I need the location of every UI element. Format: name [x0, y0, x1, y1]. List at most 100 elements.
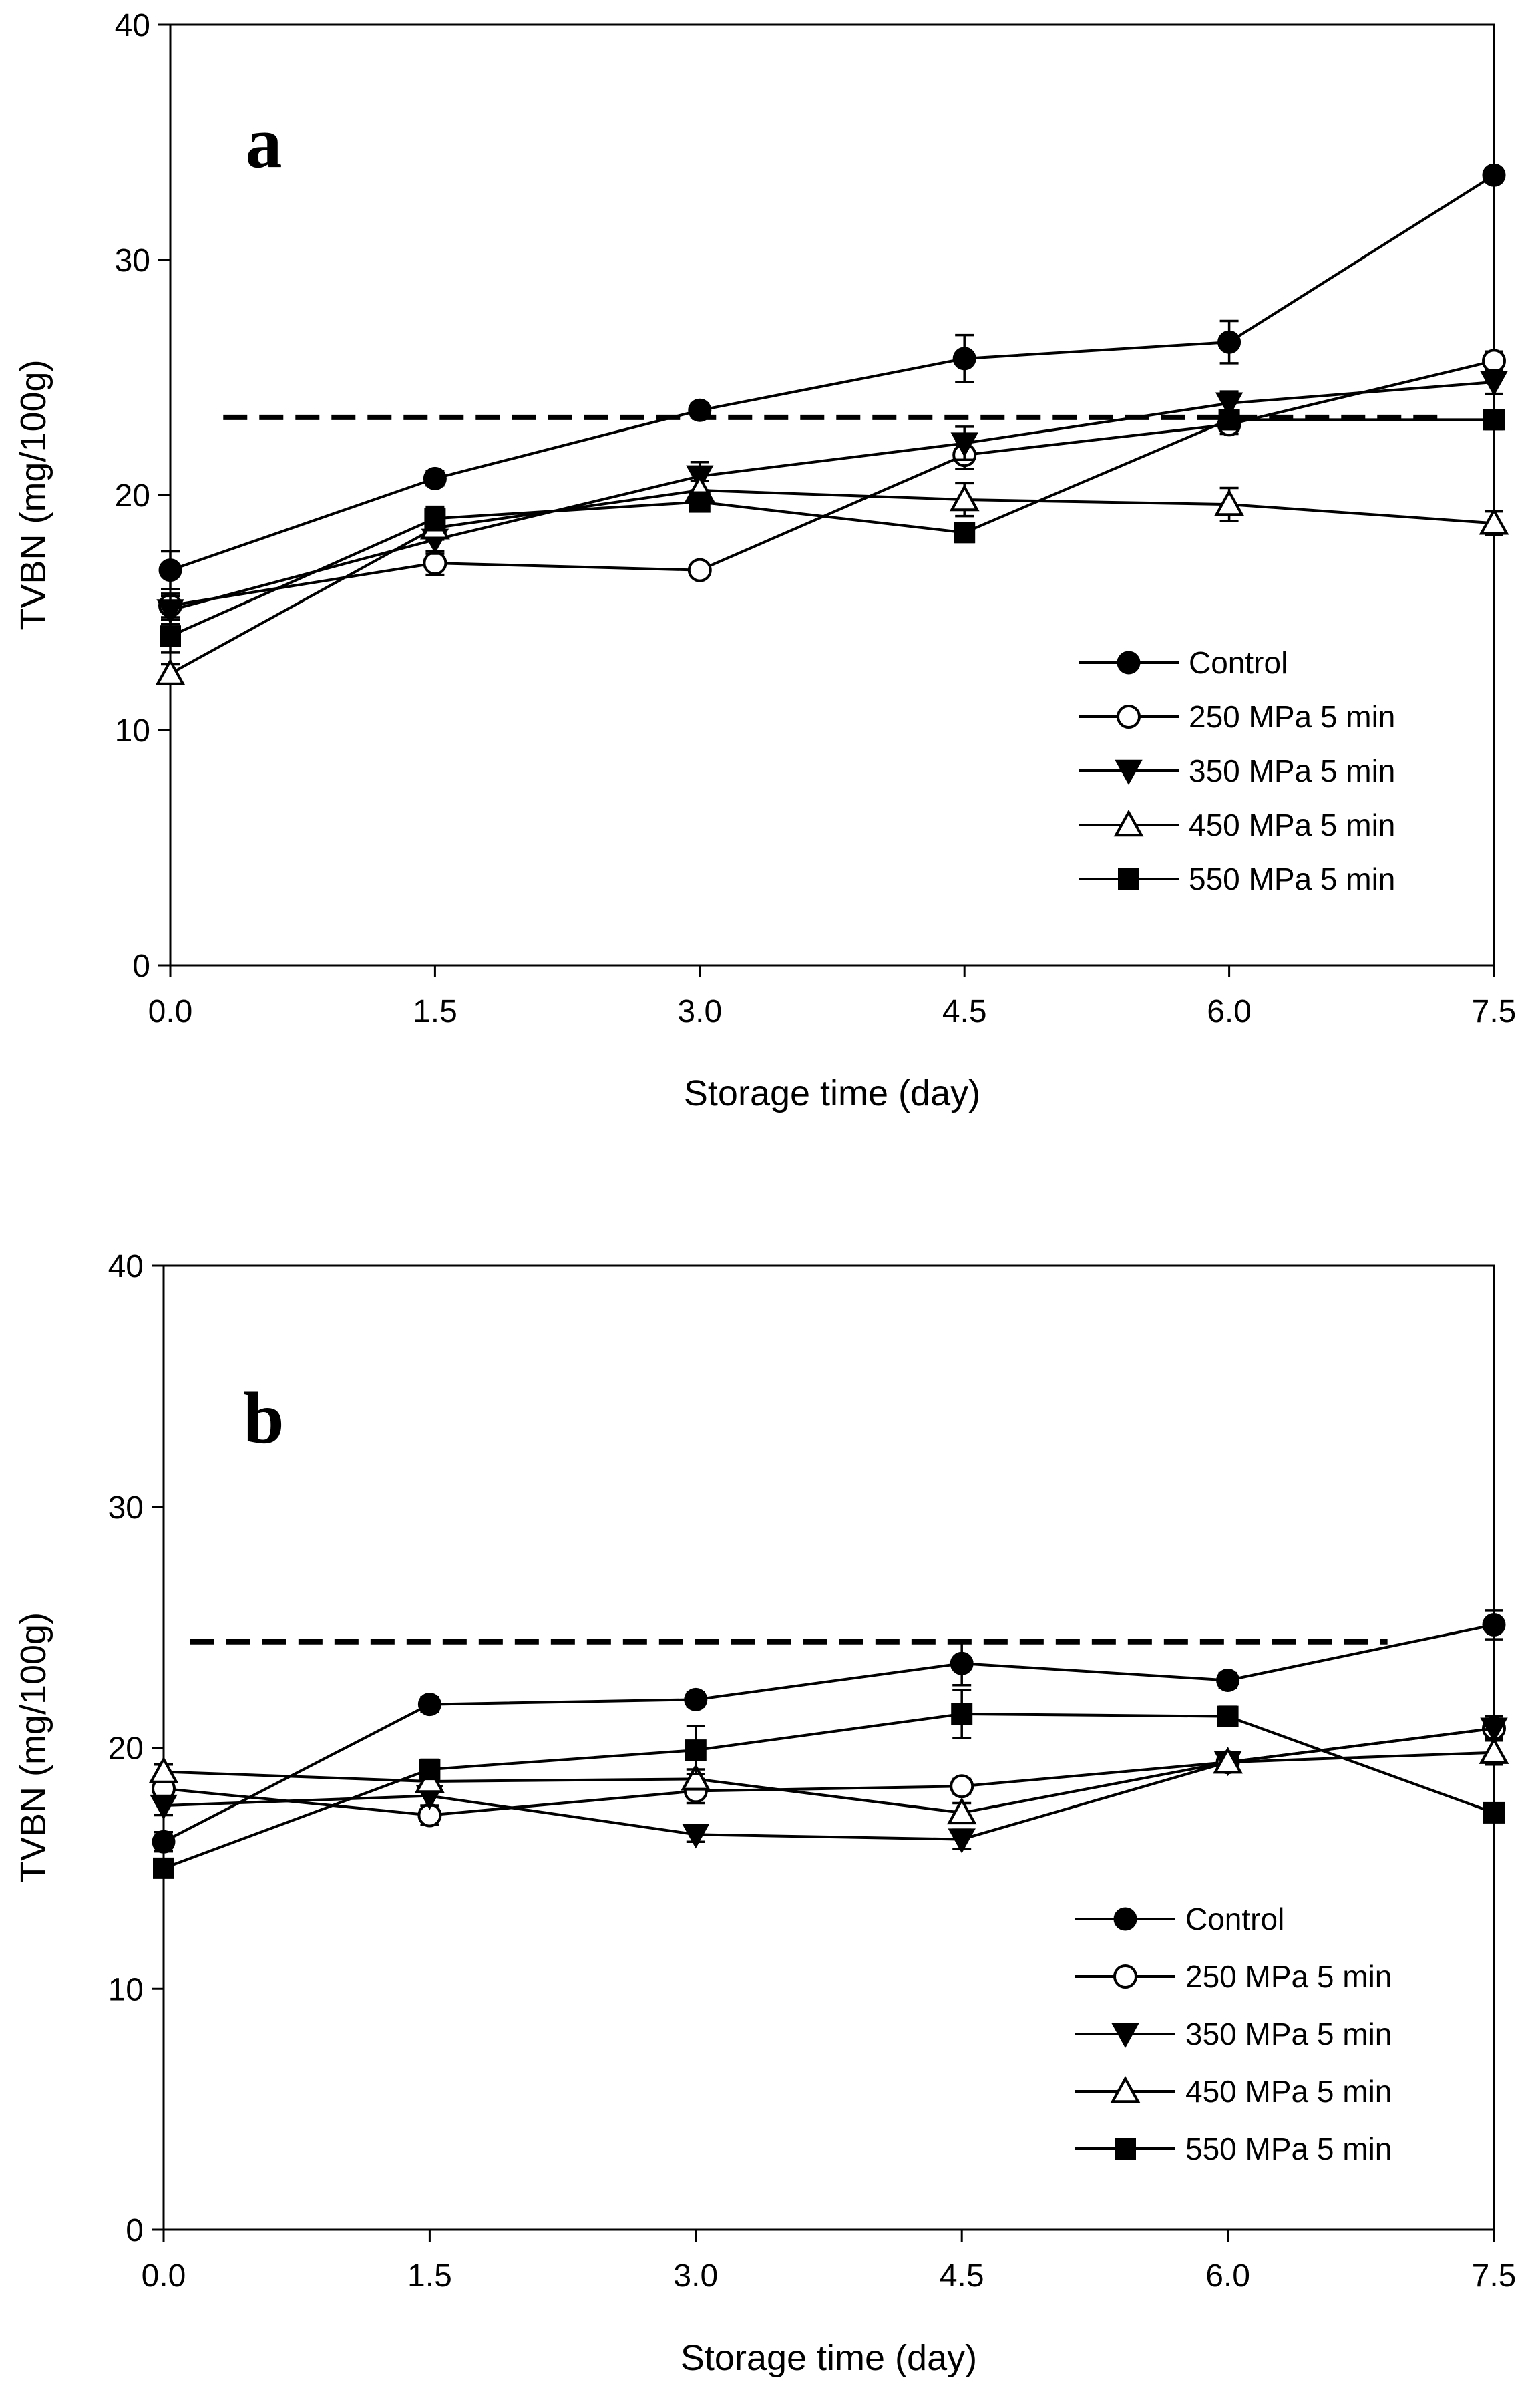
data-point [155, 658, 186, 685]
series-2 [156, 369, 1508, 626]
x-tick-label: 1.5 [407, 2258, 452, 2294]
series-4 [153, 1689, 1505, 1879]
data-point [1213, 1747, 1243, 1774]
x-tick-label: 7.5 [1472, 2258, 1517, 2294]
legend-entry: 450 MPa 5 min [1079, 808, 1395, 842]
data-point [417, 1693, 441, 1717]
data-point [682, 1824, 710, 1849]
series-line [170, 488, 1495, 675]
data-point [1482, 349, 1506, 373]
series-line [163, 1712, 1495, 1870]
y-axis-title: TVBN (mg/100g) [13, 1612, 53, 1883]
series-line [170, 174, 1495, 572]
series-3 [155, 474, 1509, 685]
y-tick-label: 30 [115, 243, 150, 279]
legend-marker [1115, 2138, 1136, 2160]
legend-label: Control [1185, 1902, 1284, 1936]
legend-marker [1118, 868, 1139, 890]
legend-label: 350 MPa 5 min [1185, 2017, 1392, 2051]
x-tick-label: 1.5 [413, 994, 457, 1029]
legend-entry: 550 MPa 5 min [1075, 2131, 1392, 2166]
series-line [163, 1623, 1495, 1843]
legend-marker [1113, 1964, 1137, 1989]
legend-entry: Control [1079, 645, 1288, 680]
panel-b: 0 10 20 30 40 0.0 1.5 3.0 4.5 6.0 7.5 Storage time … [13, 1249, 1516, 2378]
legend-label: 550 MPa 5 min [1185, 2131, 1392, 2166]
data-point [1483, 1801, 1505, 1824]
legend-label: 550 MPa 5 min [1189, 862, 1395, 896]
x-tick-label: 6.0 [1205, 2258, 1250, 2294]
series-4 [160, 409, 1505, 654]
series-line [170, 418, 1494, 638]
y-tick-label: 10 [115, 713, 150, 749]
data-point [949, 484, 980, 512]
legend-label: Control [1189, 645, 1288, 680]
legend-label: 450 MPa 5 min [1189, 808, 1395, 842]
y-tick-label: 40 [115, 8, 150, 43]
series-line [170, 359, 1495, 607]
legend-entry: Control [1075, 1902, 1284, 1936]
data-point [424, 508, 446, 530]
x-tick-label: 0.0 [148, 994, 193, 1029]
series-3 [148, 1737, 1509, 1825]
data-point [950, 432, 978, 458]
data-point [687, 558, 712, 582]
legend-entry: 450 MPa 5 min [1075, 2074, 1392, 2109]
panel-label: b [243, 1377, 284, 1459]
data-point [952, 347, 976, 371]
data-point [951, 1703, 973, 1725]
legend-entry: 350 MPa 5 min [1075, 2017, 1392, 2051]
legend-entry: 250 MPa 5 min [1075, 1959, 1392, 1994]
legend-label: 350 MPa 5 min [1189, 753, 1395, 788]
data-point [148, 1756, 179, 1783]
y-tick-label: 10 [108, 1972, 144, 2007]
data-point [1482, 163, 1506, 187]
data-point [423, 551, 447, 576]
legend: Control 250 MPa 5 min 350 MPa 5 min 450 MPa… [1079, 645, 1395, 896]
x-tick-label: 0.0 [142, 2258, 186, 2294]
legend-label: 450 MPa 5 min [1185, 2074, 1392, 2109]
series-2 [150, 1715, 1508, 1854]
x-tick-label: 6.0 [1207, 994, 1252, 1029]
y-tick-label: 0 [126, 2213, 144, 2248]
x-tick-label: 4.5 [942, 994, 987, 1029]
legend-label: 250 MPa 5 min [1185, 1959, 1392, 1994]
panel-label: a [246, 102, 282, 183]
x-tick-label: 3.0 [677, 994, 722, 1029]
legend-entry: 350 MPa 5 min [1079, 753, 1395, 788]
legend-marker [1117, 705, 1141, 729]
data-point [156, 599, 184, 625]
data-point [1218, 409, 1240, 431]
data-point [160, 625, 181, 647]
data-point [1483, 409, 1505, 431]
x-axis-title: Storage time (day) [684, 1073, 980, 1113]
data-point [1479, 508, 1509, 535]
legend-marker [1113, 809, 1144, 837]
y-tick-label: 0 [132, 949, 150, 984]
data-point [946, 1797, 977, 1825]
data-point [152, 1830, 176, 1854]
data-point [423, 466, 447, 490]
legend-marker [1111, 2023, 1139, 2049]
x-tick-label: 7.5 [1472, 994, 1517, 1029]
data-point [688, 398, 712, 422]
legend-marker [1115, 759, 1143, 786]
legend-marker [1117, 651, 1141, 675]
data-point [950, 1774, 974, 1799]
legend-marker [1113, 1907, 1137, 1931]
series-0 [158, 163, 1506, 590]
y-tick-label: 20 [115, 478, 150, 514]
legend: Control 250 MPa 5 min 350 MPa 5 min 450 MPa… [1075, 1902, 1392, 2166]
data-point [150, 1794, 178, 1820]
data-point [1214, 488, 1244, 516]
y-tick-label: 40 [108, 1249, 144, 1284]
legend-entry: 550 MPa 5 min [1079, 862, 1395, 896]
data-point [1482, 1613, 1506, 1637]
data-point [681, 1763, 711, 1791]
data-point [684, 1687, 708, 1711]
panel-a: 0 10 20 30 40 0.0 1.5 3.0 4.5 6.0 7.5 Storage time … [13, 8, 1516, 1113]
legend-marker [1110, 2075, 1141, 2103]
data-point [954, 522, 976, 544]
